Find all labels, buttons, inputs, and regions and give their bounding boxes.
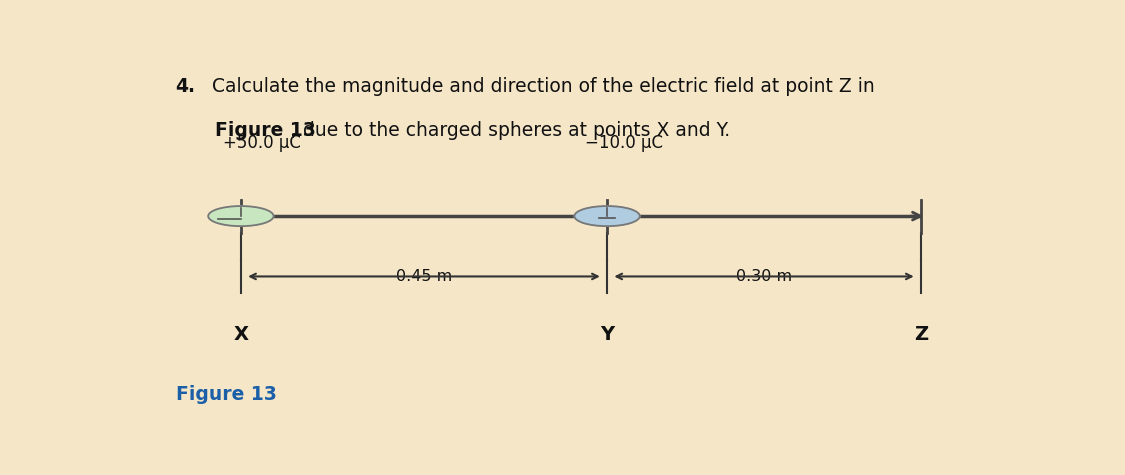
Text: 0.30 m: 0.30 m [736, 269, 792, 284]
Text: Y: Y [600, 325, 614, 344]
Text: , due to the charged spheres at points X and Y.: , due to the charged spheres at points X… [290, 121, 730, 140]
Ellipse shape [575, 206, 640, 226]
Text: +50.0 μC: +50.0 μC [224, 134, 302, 152]
Text: 4.: 4. [176, 77, 196, 96]
Text: X: X [233, 325, 249, 344]
Text: Figure 13: Figure 13 [176, 386, 277, 405]
Text: 0.45 m: 0.45 m [396, 269, 452, 284]
Text: Z: Z [914, 325, 928, 344]
Text: Figure 13: Figure 13 [215, 121, 316, 140]
Ellipse shape [208, 206, 273, 226]
Text: −10.0 μC: −10.0 μC [585, 134, 664, 152]
Text: Calculate the magnitude and direction of the electric field at point Z in: Calculate the magnitude and direction of… [200, 77, 874, 96]
